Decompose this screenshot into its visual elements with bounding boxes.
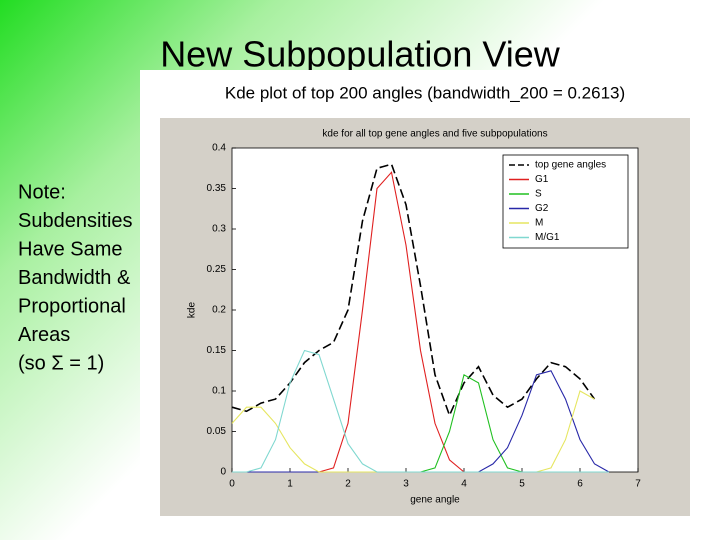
x-tick-label: 6 [577, 479, 583, 490]
x-tick-label: 4 [461, 479, 467, 490]
legend-label: G1 [535, 174, 549, 185]
legend-box [502, 154, 629, 249]
legend-label: G2 [535, 203, 549, 214]
y-tick-label: 0.1 [212, 386, 226, 397]
legend-label: top gene angles [535, 160, 606, 171]
note-line: Areas [18, 324, 70, 346]
chart-title: kde for all top gene angles and five sub… [322, 129, 547, 140]
x-tick-label: 7 [635, 479, 641, 490]
note-line: Bandwidth & [18, 267, 131, 289]
slide-title: New Subpopulation View [160, 34, 561, 75]
x-tick-label: 3 [403, 479, 409, 490]
legend-label: S [535, 189, 542, 200]
series-line [232, 349, 609, 473]
y-tick-label: 0 [220, 467, 226, 478]
note-line: Subdensities [18, 210, 133, 232]
note: Note: Subdensities Have Same Bandwidth & Pro… [18, 181, 133, 374]
y-tick-label: 0.2 [212, 305, 226, 316]
note-line: Note: [18, 181, 66, 203]
x-tick-label: 2 [345, 479, 351, 490]
y-tick-label: 0.05 [207, 426, 227, 437]
legend-label: M [535, 218, 543, 229]
slide-subtitle: Kde plot of top 200 angles (bandwidth_20… [225, 83, 625, 102]
x-tick-label: 1 [287, 479, 293, 490]
legend-label: M/G1 [535, 232, 560, 243]
y-tick-label: 0.3 [212, 224, 226, 235]
y-tick-label: 0.35 [207, 183, 227, 194]
x-tick-label: 5 [519, 479, 525, 490]
note-line: (so Σ = 1) [18, 352, 104, 374]
y-axis-label: kde [187, 302, 198, 319]
y-tick-label: 0.15 [207, 345, 227, 356]
note-line: Proportional [18, 295, 126, 317]
note-line: Have Same [18, 238, 123, 260]
x-tick-label: 0 [229, 479, 235, 490]
x-axis-label: gene angle [410, 495, 460, 506]
y-tick-label: 0.4 [212, 143, 226, 154]
y-tick-label: 0.25 [207, 264, 227, 275]
